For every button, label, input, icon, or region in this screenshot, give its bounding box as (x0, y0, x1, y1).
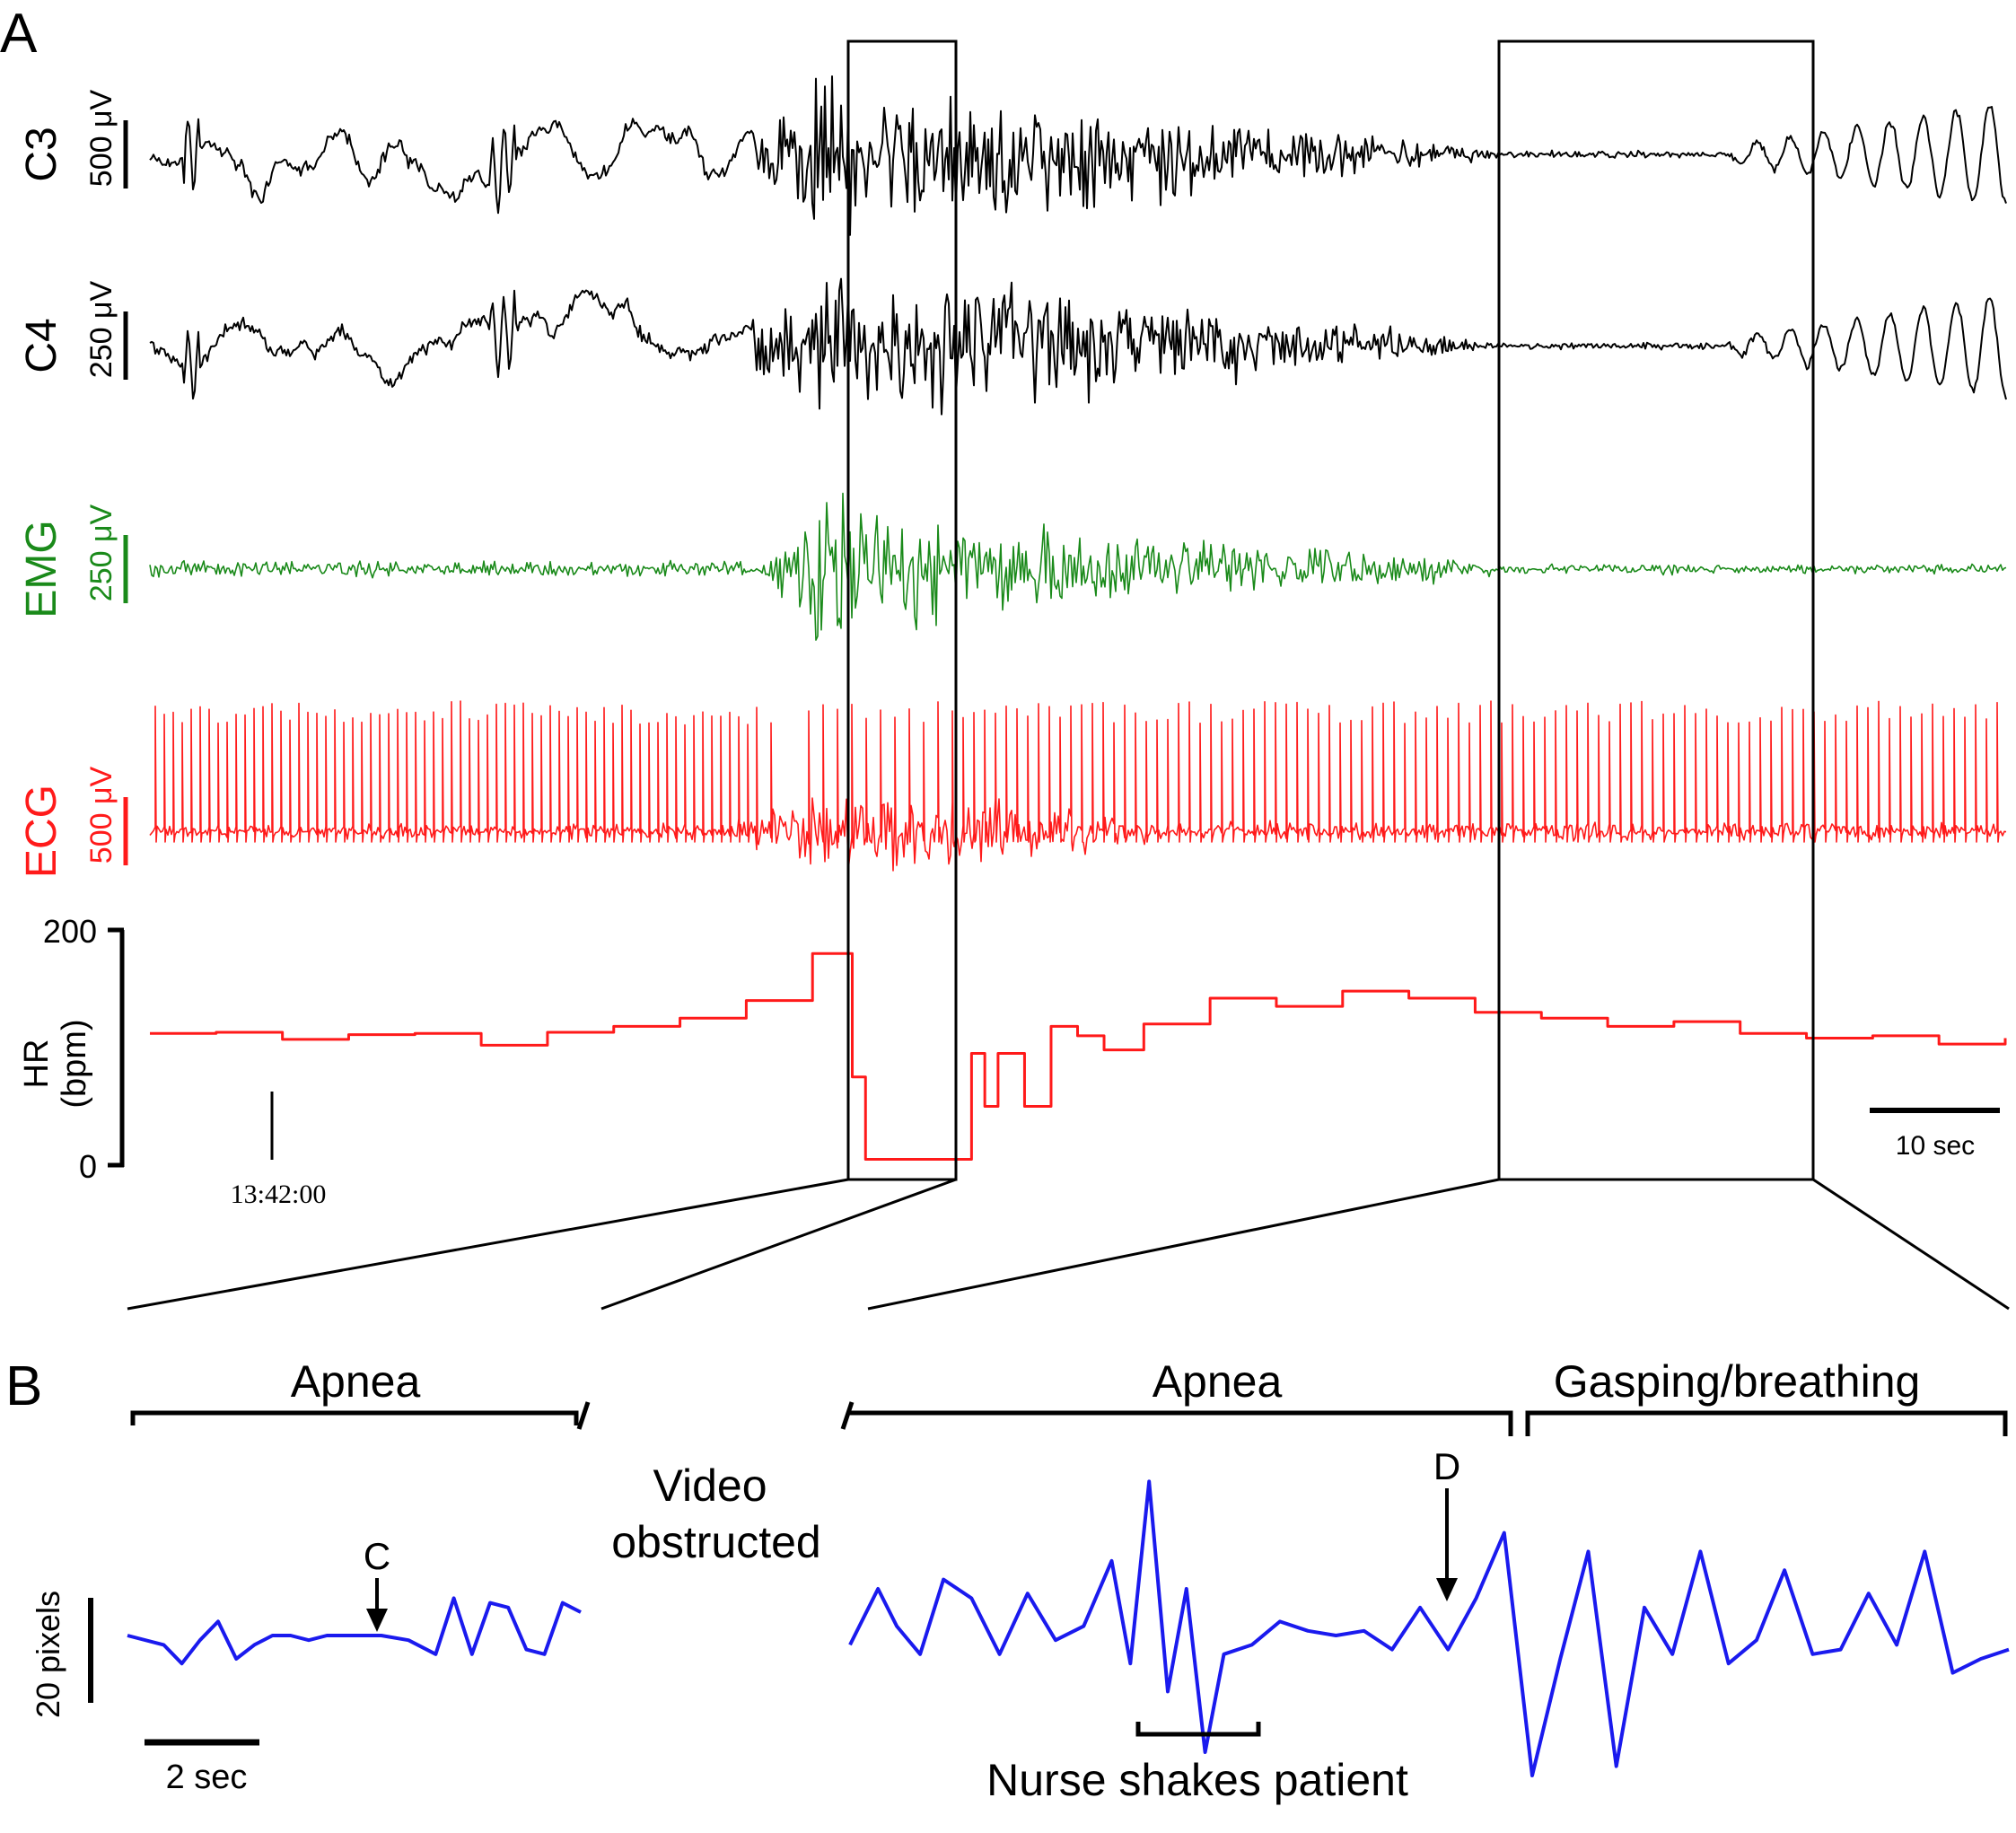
channel-label-emg: EMG (18, 520, 66, 618)
trace-emg (149, 492, 2007, 641)
marker-d-label: D (1433, 1445, 1460, 1487)
channel-labels: C3 500 μV C4 250 μV EMG 250 μV ECG 500 μV (18, 89, 128, 878)
scale-bar-20px-label: 20 pixels (30, 1591, 66, 1718)
hr-ytick-200: 200 (43, 913, 97, 950)
zoom-connector (127, 1178, 849, 1311)
trace-movement-2 (848, 1479, 2010, 1777)
panel-label-b: B (5, 1355, 42, 1417)
bracket-break (576, 1401, 591, 1430)
annotation-apnea-1: Apnea (291, 1356, 421, 1407)
scale-label-emg: 250 μV (84, 504, 118, 601)
bracket-apnea-1 (130, 1410, 579, 1425)
trace-hr (150, 952, 2007, 1161)
trace-ecg (149, 700, 2007, 873)
trace-c4 (149, 277, 2007, 416)
annotation-video-obstructed: Video obstructed (611, 1460, 820, 1567)
time-marker-label: 13:42:00 (231, 1180, 327, 1209)
marker-d: D (1433, 1445, 1460, 1601)
zoom-connector (867, 1178, 1500, 1311)
bracket-break (840, 1401, 855, 1430)
zoom-boxes (127, 39, 2010, 1311)
panel-label-a: A (0, 3, 38, 65)
zoom-connector (1812, 1178, 2010, 1311)
scale-label-c4: 250 μV (84, 280, 118, 378)
channel-label-c4: C4 (18, 318, 66, 373)
marker-c: C (364, 1535, 390, 1632)
hr-yunit: (bpm) (56, 1019, 93, 1108)
annotation-apnea-2: Apnea (1153, 1356, 1283, 1407)
bracket-apnea-2 (847, 1410, 1513, 1436)
annotation-gasping: Gasping/breathing (1554, 1356, 1921, 1407)
scale-label-ecg: 500 μV (84, 766, 118, 864)
annotation-nurse: Nurse shakes patient (986, 1755, 1408, 1805)
panel-b-brackets (130, 1401, 2008, 1737)
hr-ylabel: HR (18, 1039, 56, 1089)
hr-ytick-0: 0 (79, 1148, 97, 1185)
channel-label-c3: C3 (18, 127, 66, 181)
zoom-box-2 (1497, 39, 1815, 1181)
trace-movement-1 (127, 1596, 582, 1666)
hr-axis: 200 0 HR (bpm) (18, 913, 125, 1185)
marker-c-label: C (364, 1535, 390, 1577)
traces (127, 75, 2010, 1777)
bracket-nurse (1135, 1722, 1261, 1737)
trace-c3 (149, 75, 2007, 236)
scale-label-c3: 500 μV (84, 89, 118, 187)
zoom-box-1 (846, 39, 958, 1181)
scale-bar-10sec-label: 10 sec (1896, 1131, 1975, 1161)
bracket-gasping (1525, 1410, 2008, 1436)
zoom-connector (600, 1178, 957, 1311)
scale-bar-2sec-label: 2 sec (166, 1758, 248, 1796)
channel-label-ecg: ECG (18, 785, 66, 878)
